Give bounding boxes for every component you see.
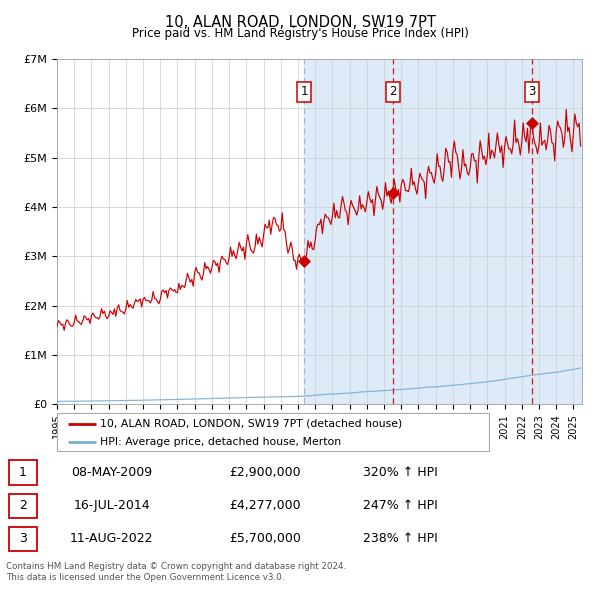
Text: 16-JUL-2014: 16-JUL-2014: [74, 499, 150, 513]
Text: 11-AUG-2022: 11-AUG-2022: [70, 532, 154, 546]
Text: 3: 3: [19, 532, 27, 546]
Text: 10, ALAN ROAD, LONDON, SW19 7PT: 10, ALAN ROAD, LONDON, SW19 7PT: [164, 15, 436, 30]
Text: 2: 2: [389, 86, 397, 99]
Bar: [9, 493, 37, 519]
Text: 320% ↑ HPI: 320% ↑ HPI: [362, 466, 437, 480]
Text: 08-MAY-2009: 08-MAY-2009: [71, 466, 152, 480]
Bar: [304, 59, 394, 404]
Bar: [9, 460, 37, 485]
Text: 10, ALAN ROAD, LONDON, SW19 7PT (detached house): 10, ALAN ROAD, LONDON, SW19 7PT (detache…: [100, 419, 403, 429]
Bar: [9, 526, 37, 551]
Text: 2: 2: [19, 499, 27, 513]
Text: £2,900,000: £2,900,000: [229, 466, 301, 480]
Text: £5,700,000: £5,700,000: [229, 532, 301, 546]
Text: 1: 1: [19, 466, 27, 480]
Text: Contains HM Land Registry data © Crown copyright and database right 2024.: Contains HM Land Registry data © Crown c…: [6, 562, 346, 571]
Bar: [394, 59, 582, 404]
Text: 247% ↑ HPI: 247% ↑ HPI: [362, 499, 437, 513]
Text: 238% ↑ HPI: 238% ↑ HPI: [362, 532, 437, 546]
Text: Price paid vs. HM Land Registry's House Price Index (HPI): Price paid vs. HM Land Registry's House …: [131, 27, 469, 40]
Text: HPI: Average price, detached house, Merton: HPI: Average price, detached house, Mert…: [100, 437, 341, 447]
Text: 1: 1: [300, 86, 308, 99]
Text: This data is licensed under the Open Government Licence v3.0.: This data is licensed under the Open Gov…: [6, 573, 284, 582]
Text: £4,277,000: £4,277,000: [229, 499, 301, 513]
Text: 3: 3: [529, 86, 536, 99]
